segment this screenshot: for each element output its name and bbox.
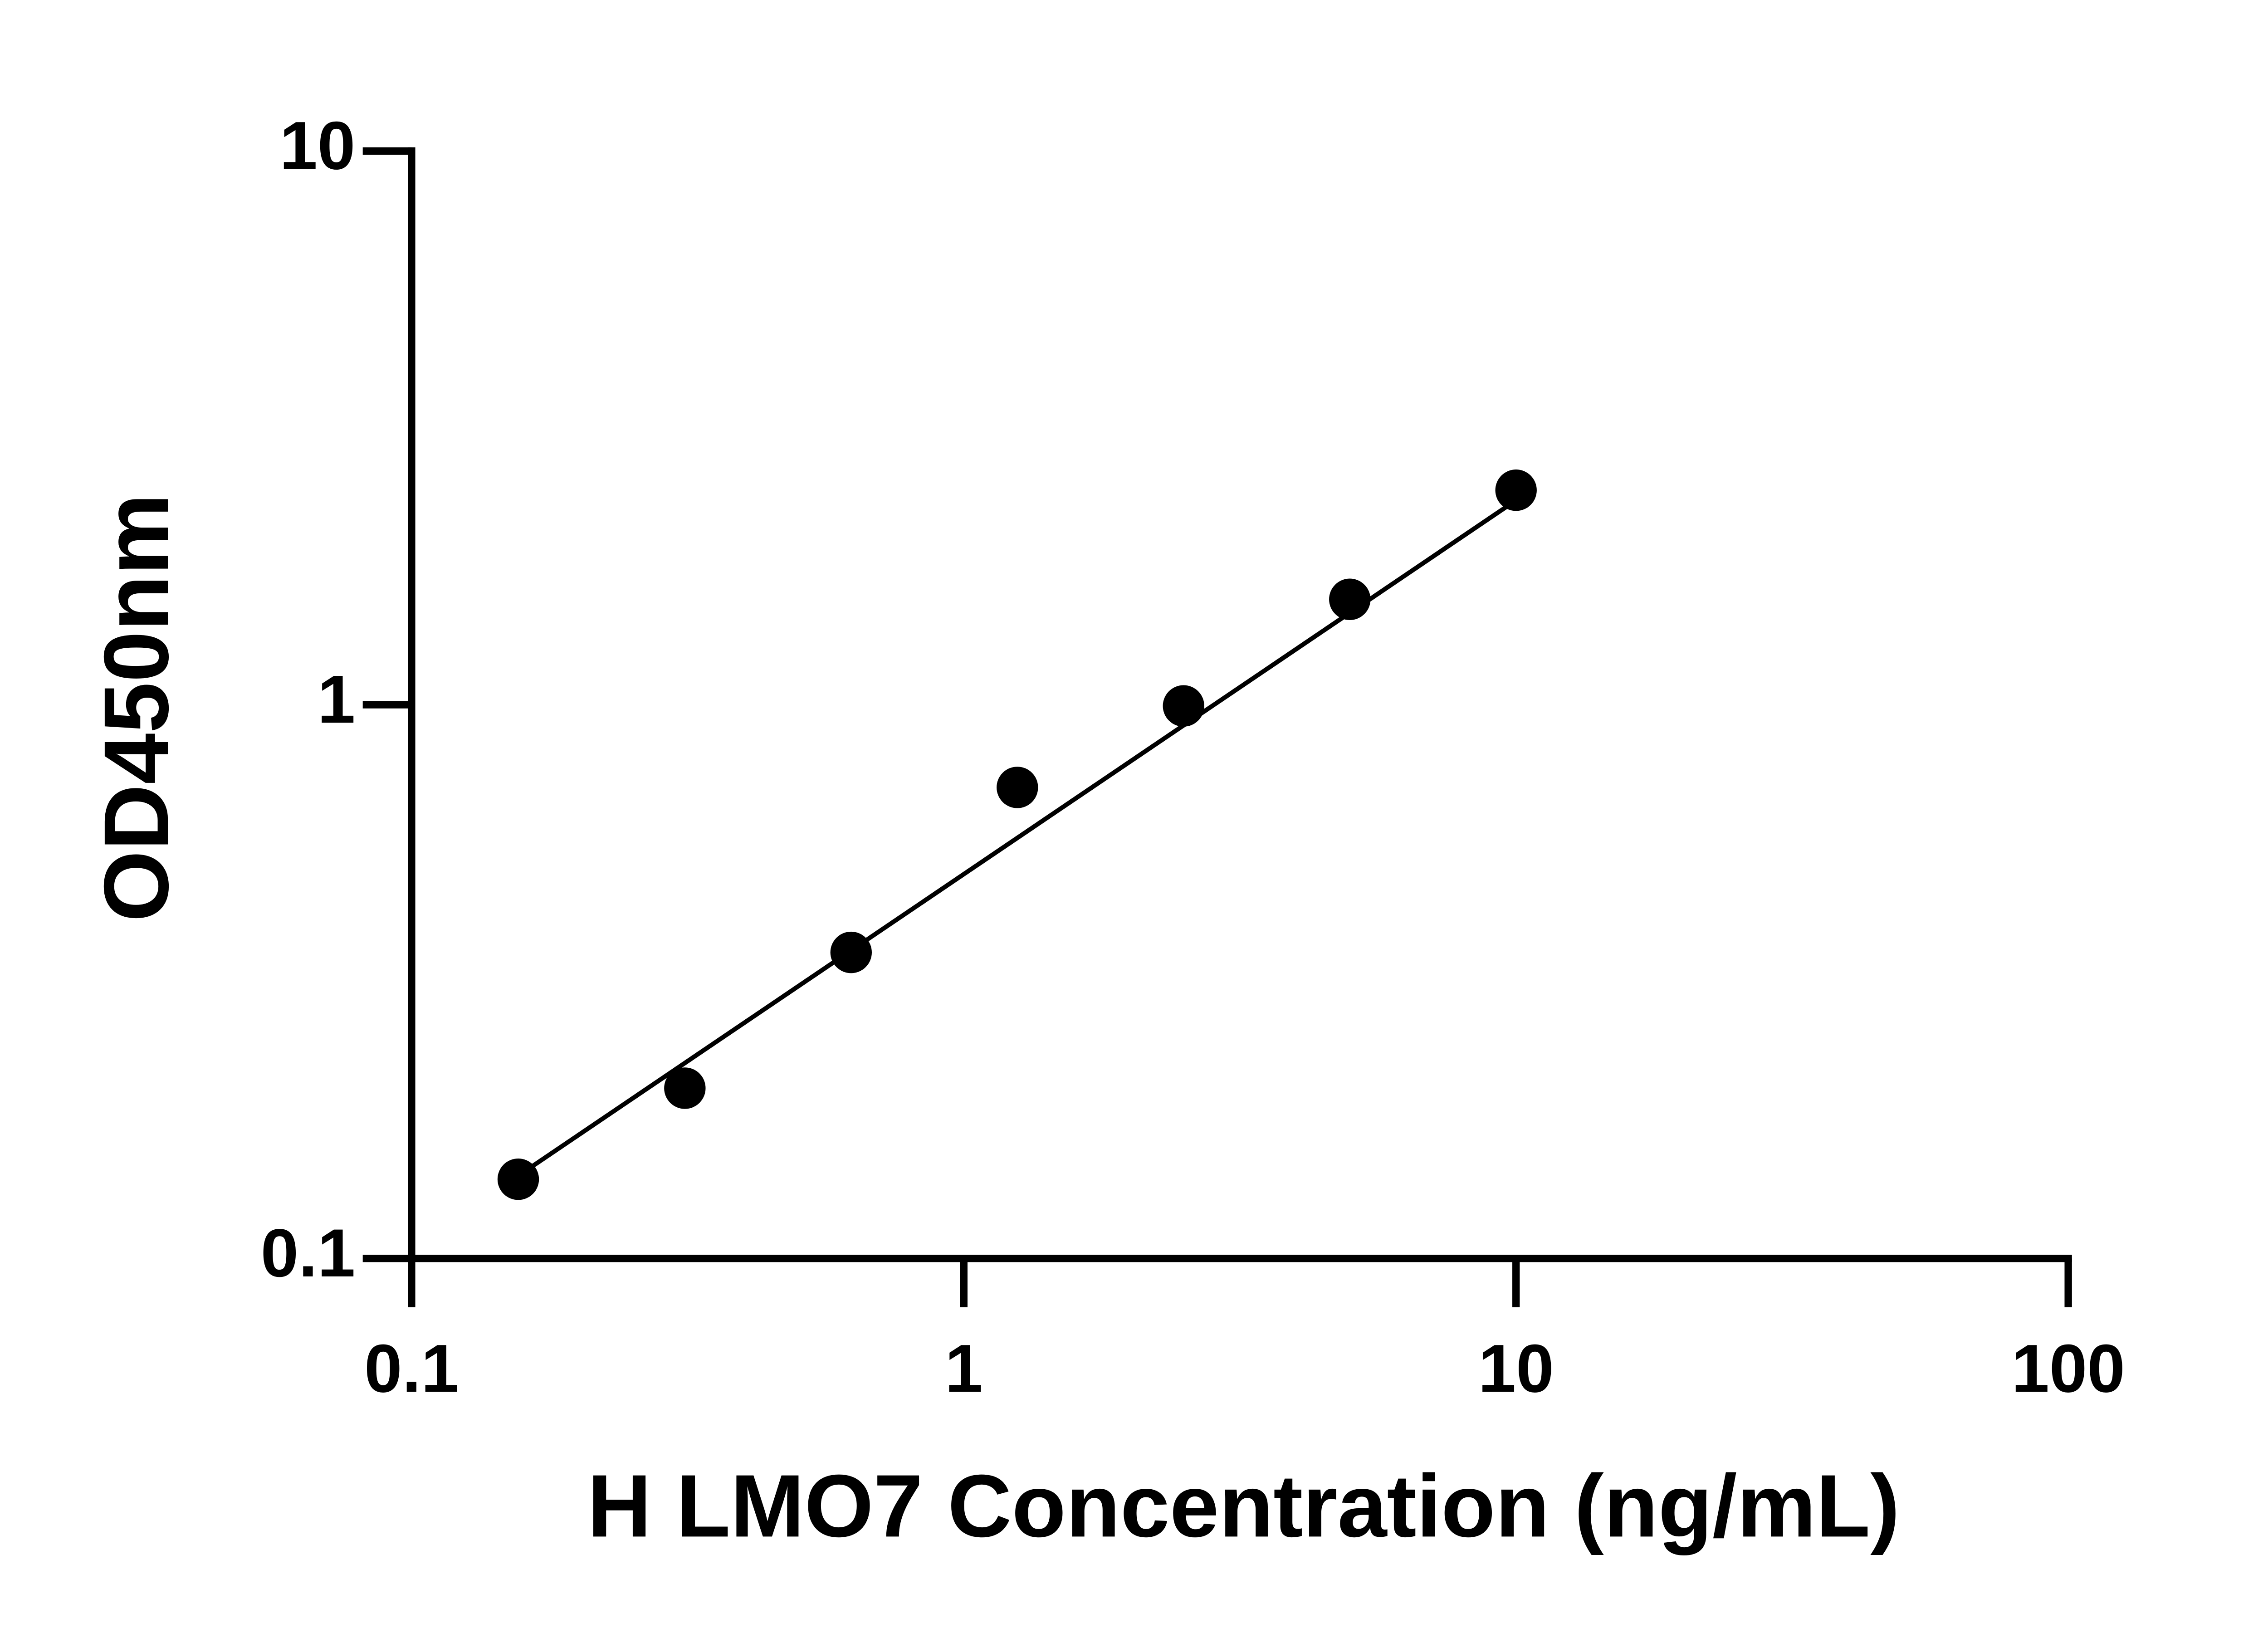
- y-tick-label: 1: [318, 661, 356, 737]
- data-point: [497, 1158, 539, 1200]
- x-axis-title: H LMO7 Concentration (ng/mL): [587, 1457, 1900, 1555]
- x-tick-label: 1: [945, 1330, 983, 1406]
- x-tick-label: 0.1: [364, 1330, 459, 1406]
- y-tick-label: 10: [279, 108, 355, 184]
- data-point: [664, 1067, 706, 1109]
- data-point: [1329, 578, 1371, 620]
- data-point: [1163, 685, 1204, 727]
- data-point: [830, 931, 872, 973]
- data-point: [997, 767, 1038, 808]
- data-point: [1495, 469, 1537, 511]
- y-tick-label: 0.1: [261, 1215, 356, 1291]
- x-tick-label: 100: [2011, 1330, 2125, 1406]
- y-axis-title: OD450nm: [85, 494, 187, 922]
- x-tick-label: 10: [1478, 1330, 1554, 1406]
